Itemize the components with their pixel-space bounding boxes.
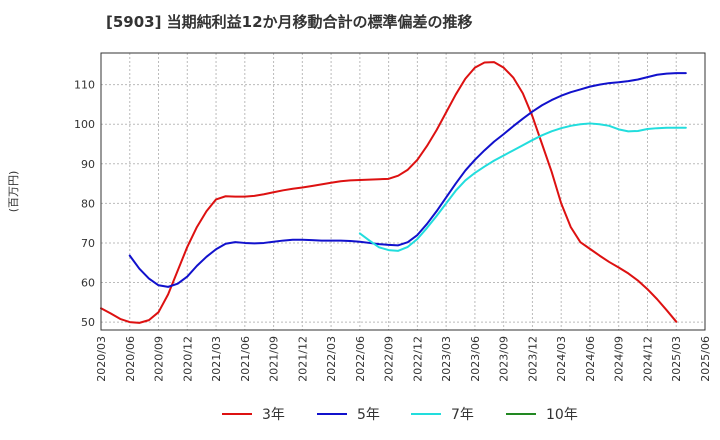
y-tick-label: 90 xyxy=(81,158,95,171)
x-tick-label: 2023/09 xyxy=(498,336,511,382)
x-axis-ticks: 2020/03 2020/06 2020/09 2020/12 2021/03 2021/… xyxy=(95,336,712,382)
x-tick-label: 2020/12 xyxy=(181,336,194,382)
y-tick-label: 50 xyxy=(81,316,95,329)
y-tick-label: 100 xyxy=(74,118,95,131)
x-tick-label: 2020/09 xyxy=(153,336,166,382)
chart-title: [5903] 当期純利益12か月移動合計の標準偏差の推移 xyxy=(106,13,473,31)
x-tick-label: 2023/12 xyxy=(526,336,539,382)
x-tick-label: 2025/06 xyxy=(699,336,712,382)
x-tick-label: 2023/06 xyxy=(469,336,482,382)
x-tick-label: 2024/03 xyxy=(555,336,568,382)
x-tick-label: 2020/06 xyxy=(124,336,137,382)
y-tick-label: 110 xyxy=(74,79,95,92)
legend-label: 5年 xyxy=(357,407,380,423)
x-tick-label: 2023/03 xyxy=(440,336,453,382)
y-axis-label: (百万円) xyxy=(7,171,20,213)
legend-label: 7年 xyxy=(451,407,474,423)
series-line-1 xyxy=(100,61,678,324)
x-tick-label: 2022/12 xyxy=(411,336,424,382)
grid-layer xyxy=(100,53,706,330)
y-tick-label: 80 xyxy=(81,197,95,210)
series-line-2 xyxy=(128,72,687,288)
x-tick-label: 2022/03 xyxy=(325,336,338,382)
x-tick-label: 2022/06 xyxy=(354,336,367,382)
x-tick-label: 2024/12 xyxy=(641,336,654,382)
x-tick-label: 2021/06 xyxy=(239,336,252,382)
legend: 3年 5年 7年 10年 xyxy=(222,407,578,423)
x-tick-label: 2020/03 xyxy=(95,336,108,382)
x-tick-label: 2022/09 xyxy=(383,336,396,382)
y-axis-ticks: 50 60 70 80 90 100 110 xyxy=(74,79,95,329)
x-tick-label: 2021/09 xyxy=(268,336,281,382)
y-tick-label: 60 xyxy=(81,277,95,290)
x-tick-label: 2021/03 xyxy=(210,336,223,382)
legend-label: 10年 xyxy=(546,407,578,423)
series-line-3 xyxy=(358,122,687,252)
y-tick-label: 70 xyxy=(81,237,95,250)
legend-label: 3年 xyxy=(262,407,285,423)
x-tick-label: 2021/12 xyxy=(296,336,309,382)
plot-frame xyxy=(100,52,706,331)
x-tick-label: 2025/03 xyxy=(670,336,683,382)
series-layer xyxy=(100,61,687,324)
x-tick-label: 2024/09 xyxy=(613,336,626,382)
x-tick-label: 2024/06 xyxy=(584,336,597,382)
